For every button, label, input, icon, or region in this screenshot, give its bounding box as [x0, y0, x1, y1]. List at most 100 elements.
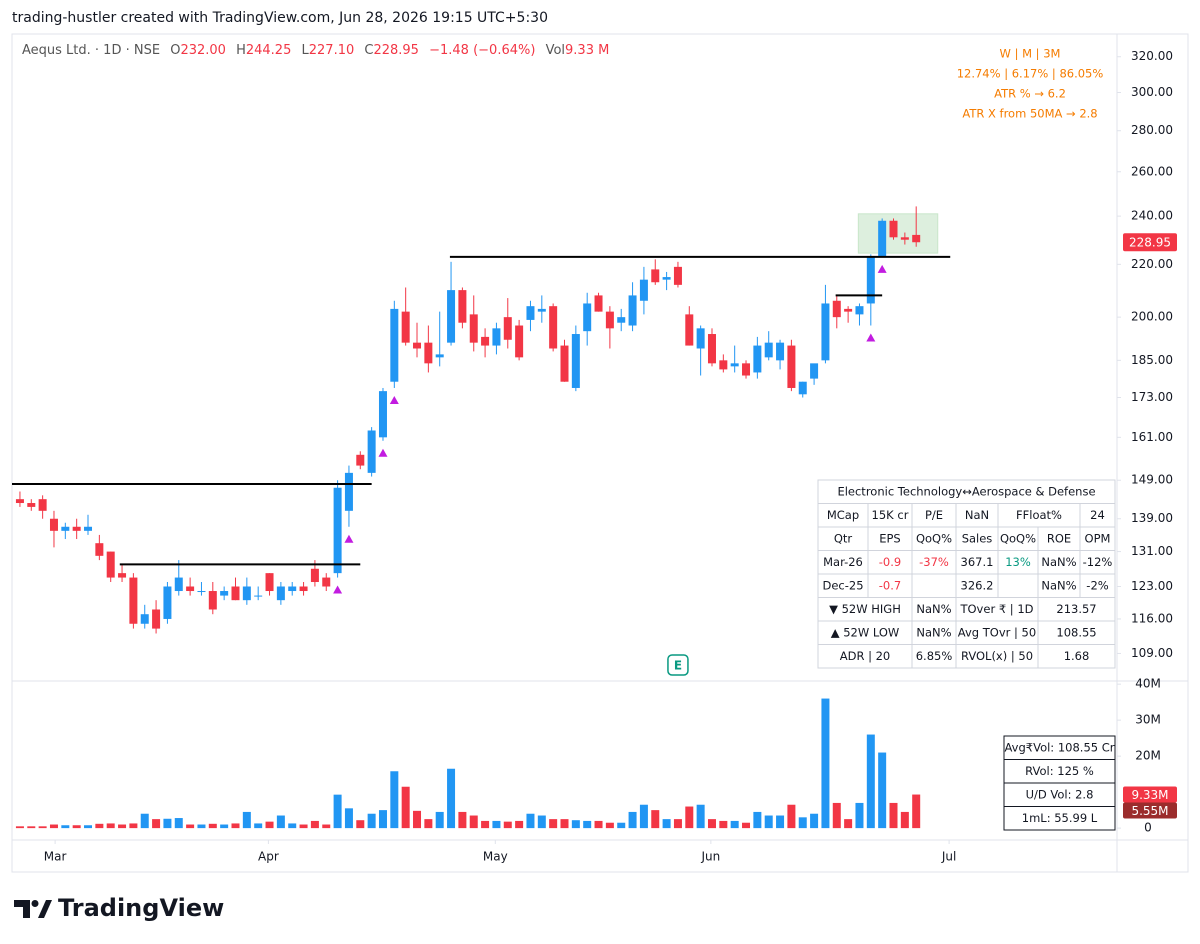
highlight-box [857, 213, 939, 254]
candle-body [560, 345, 569, 382]
table-text: NaN [965, 508, 989, 522]
volume-tick-label: 30M [1135, 713, 1161, 727]
volume-bar [571, 820, 580, 829]
volume-bar [707, 819, 716, 829]
candle-body [38, 499, 47, 511]
y-tick-label: 173.00 [1131, 390, 1173, 404]
volume-bar [447, 768, 456, 829]
candle-body [231, 586, 240, 601]
volume-bar [288, 823, 297, 829]
low: 227.10 [309, 43, 355, 58]
logo: TradingView [14, 894, 224, 922]
signal-marker [877, 264, 887, 273]
candle-body [49, 518, 58, 531]
candle-body [776, 342, 785, 361]
candle-body [798, 381, 807, 395]
table-text: NaN% [916, 625, 951, 639]
volume-bar [526, 813, 535, 829]
table-title: Electronic Technology↔Aerospace & Defens… [837, 484, 1095, 498]
candle-body [549, 306, 558, 349]
y-tick-label: 131.00 [1131, 544, 1173, 558]
volume-bar [186, 824, 195, 829]
table-text: QoQ% [1000, 531, 1036, 545]
candle-body [594, 295, 603, 312]
y-tick-label: 185.00 [1131, 353, 1173, 367]
candle-body [469, 314, 478, 343]
candle-body [662, 277, 671, 280]
volume-bar [855, 802, 864, 829]
y-tick-label: 109.00 [1131, 646, 1173, 660]
performance-line: 12.74% | 6.17% | 86.05% [957, 67, 1104, 81]
candle-body [515, 325, 524, 358]
volume-bar [61, 825, 70, 829]
candle-body [152, 609, 161, 629]
table-text: Mar-26 [823, 555, 863, 569]
volume-bar [27, 826, 36, 829]
volume-bar [163, 818, 172, 829]
table-text: Qtr [834, 531, 853, 545]
last-volume-label: 9.33M [1131, 788, 1168, 802]
candle-body [673, 266, 682, 285]
y-tick-label: 260.00 [1131, 164, 1173, 178]
volume-bar [390, 771, 399, 829]
volume-bar [356, 820, 365, 829]
candle-body [810, 363, 819, 379]
table-text: 326.2 [961, 578, 994, 592]
candle-body [208, 591, 217, 610]
table-text: EPS [879, 531, 901, 545]
candle-body [15, 499, 24, 504]
candle-body [503, 317, 512, 340]
signal-marker [866, 333, 876, 342]
y-tick-label: 200.00 [1131, 310, 1173, 324]
candle-body [821, 303, 830, 361]
volume-bar [594, 820, 603, 829]
volume-bar [265, 821, 274, 829]
candle-body [310, 568, 319, 583]
volume-bar [515, 820, 524, 829]
volume-bar [639, 804, 648, 829]
table-text: RVOL(x) | 50 [961, 649, 1033, 663]
volume-table-text: 1mL: 55.99 L [1022, 811, 1098, 825]
candle-body [118, 573, 127, 578]
table-text: MCap [827, 508, 859, 522]
volume-table-text: Avg₹Vol: 108.55 Cr [1004, 741, 1114, 755]
candle-body [254, 595, 263, 597]
y-tick-label: 280.00 [1131, 123, 1173, 137]
y-tick-label: 149.00 [1131, 473, 1173, 487]
volume-bar [821, 698, 830, 829]
candle-body [129, 577, 138, 624]
earnings-badge [667, 654, 689, 676]
table-text: 108.55 [1056, 625, 1096, 639]
volume-bar [401, 786, 410, 829]
volume-table-text: RVol: 125 % [1025, 764, 1094, 778]
vol-label: Vol [546, 43, 565, 58]
volume-bar [49, 824, 58, 829]
volume-bar [469, 815, 478, 829]
candle-body [27, 503, 36, 507]
symbol: Aequs Ltd. · 1D · NSE [22, 43, 160, 58]
table-text: FFloat% [1016, 508, 1062, 522]
candle-body [378, 391, 387, 438]
table-text: OPM [1085, 531, 1111, 545]
candle-body [685, 314, 694, 346]
candle-body [458, 290, 467, 323]
volume-bar [753, 811, 762, 829]
x-tick-label: May [483, 850, 508, 864]
change: −1.48 (−0.64%) [429, 43, 535, 58]
candle-body [163, 586, 172, 619]
y-tick-label: 300.00 [1131, 85, 1173, 99]
volume-bar [458, 811, 467, 829]
candle-body [242, 586, 251, 601]
candle-body [186, 586, 195, 592]
volume-bar [742, 822, 751, 829]
candle-body [526, 306, 535, 320]
candle-body [912, 234, 921, 243]
close: 228.95 [373, 43, 419, 58]
x-tick-label: Jun [700, 850, 720, 864]
volume-bar [662, 819, 671, 829]
volume-bar [730, 820, 739, 829]
volume-tick-label: 0 [1144, 821, 1152, 835]
volume-tick-label: 20M [1135, 749, 1161, 763]
candle-body [889, 220, 898, 238]
